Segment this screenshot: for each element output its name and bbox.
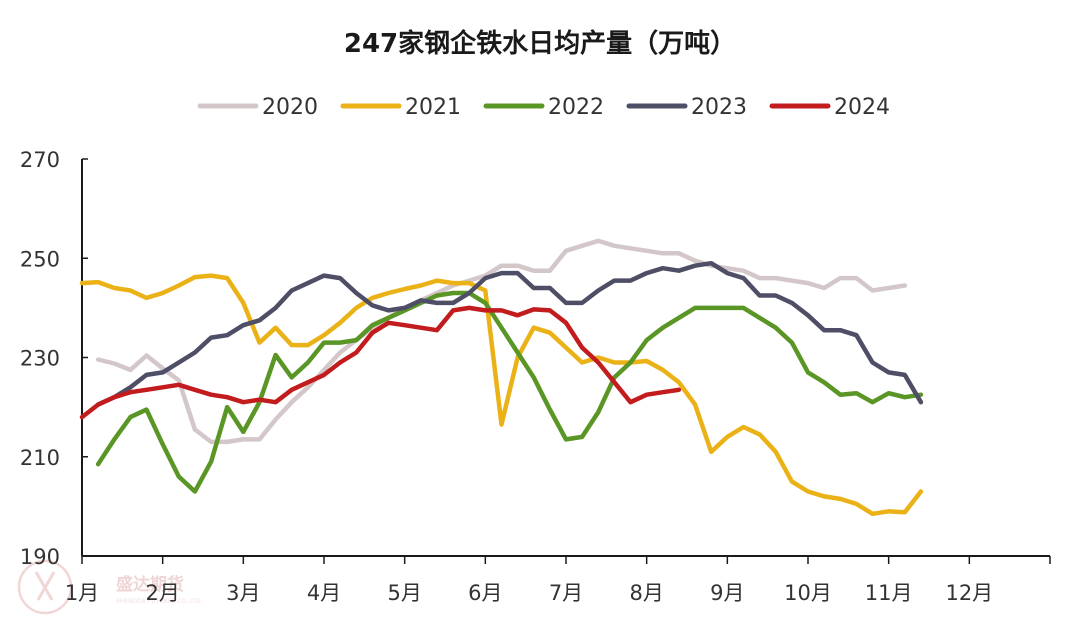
legend-label-2021: 2021: [405, 95, 461, 120]
x-tick-label: 4月: [307, 581, 341, 605]
series-line-2021: [79, 273, 924, 517]
x-tick-label: 11月: [865, 581, 913, 605]
x-tick-label: 2月: [145, 581, 179, 605]
watermark-logo-icon: [17, 559, 73, 615]
y-tick-label: 230: [20, 347, 60, 371]
legend-label-2022: 2022: [548, 95, 604, 120]
x-tick-label: 5月: [387, 581, 421, 605]
x-tick-label: 1月: [65, 581, 99, 605]
x-tick-label: 9月: [710, 581, 744, 605]
y-tick-label: 210: [20, 446, 60, 470]
legend: 2020 2021 2022 2023 2024: [197, 95, 890, 120]
y-tick-label: 250: [20, 247, 60, 271]
series-line-2022: [95, 290, 924, 494]
x-tick-label: 10月: [784, 581, 832, 605]
series-line-2024: [79, 305, 682, 420]
series-line-2020: [95, 238, 908, 445]
x-tick-label: 6月: [468, 581, 502, 605]
axes: 190 210 230 250 270 1月 2月 3月 4月 5月 6月 7月 8月 9月 10月 11月 1…: [20, 148, 1051, 605]
series-group: [79, 238, 924, 517]
x-tick-label: 8月: [629, 581, 663, 605]
y-tick-label: 270: [20, 148, 60, 172]
legend-label-2020: 2020: [262, 95, 318, 120]
watermark-subtext: SHENGDA FUTURES CO.,LTD.: [116, 598, 203, 605]
legend-label-2023: 2023: [691, 95, 747, 120]
x-tick-label: 3月: [226, 581, 260, 605]
legend-label-2024: 2024: [834, 95, 890, 120]
watermark: 盛达期货 SHENGDA FUTURES CO.,LTD.: [17, 559, 203, 615]
x-tick-label: 7月: [549, 581, 583, 605]
y-tick-label: 190: [20, 545, 60, 569]
series-line-2023: [95, 260, 924, 407]
x-tick-label: 12月: [945, 581, 993, 605]
chart-title: 247家钢企铁水日均产量（万吨）: [344, 28, 736, 59]
watermark-text: 盛达期货: [116, 574, 184, 595]
watermark-logo-mark: [34, 571, 56, 601]
